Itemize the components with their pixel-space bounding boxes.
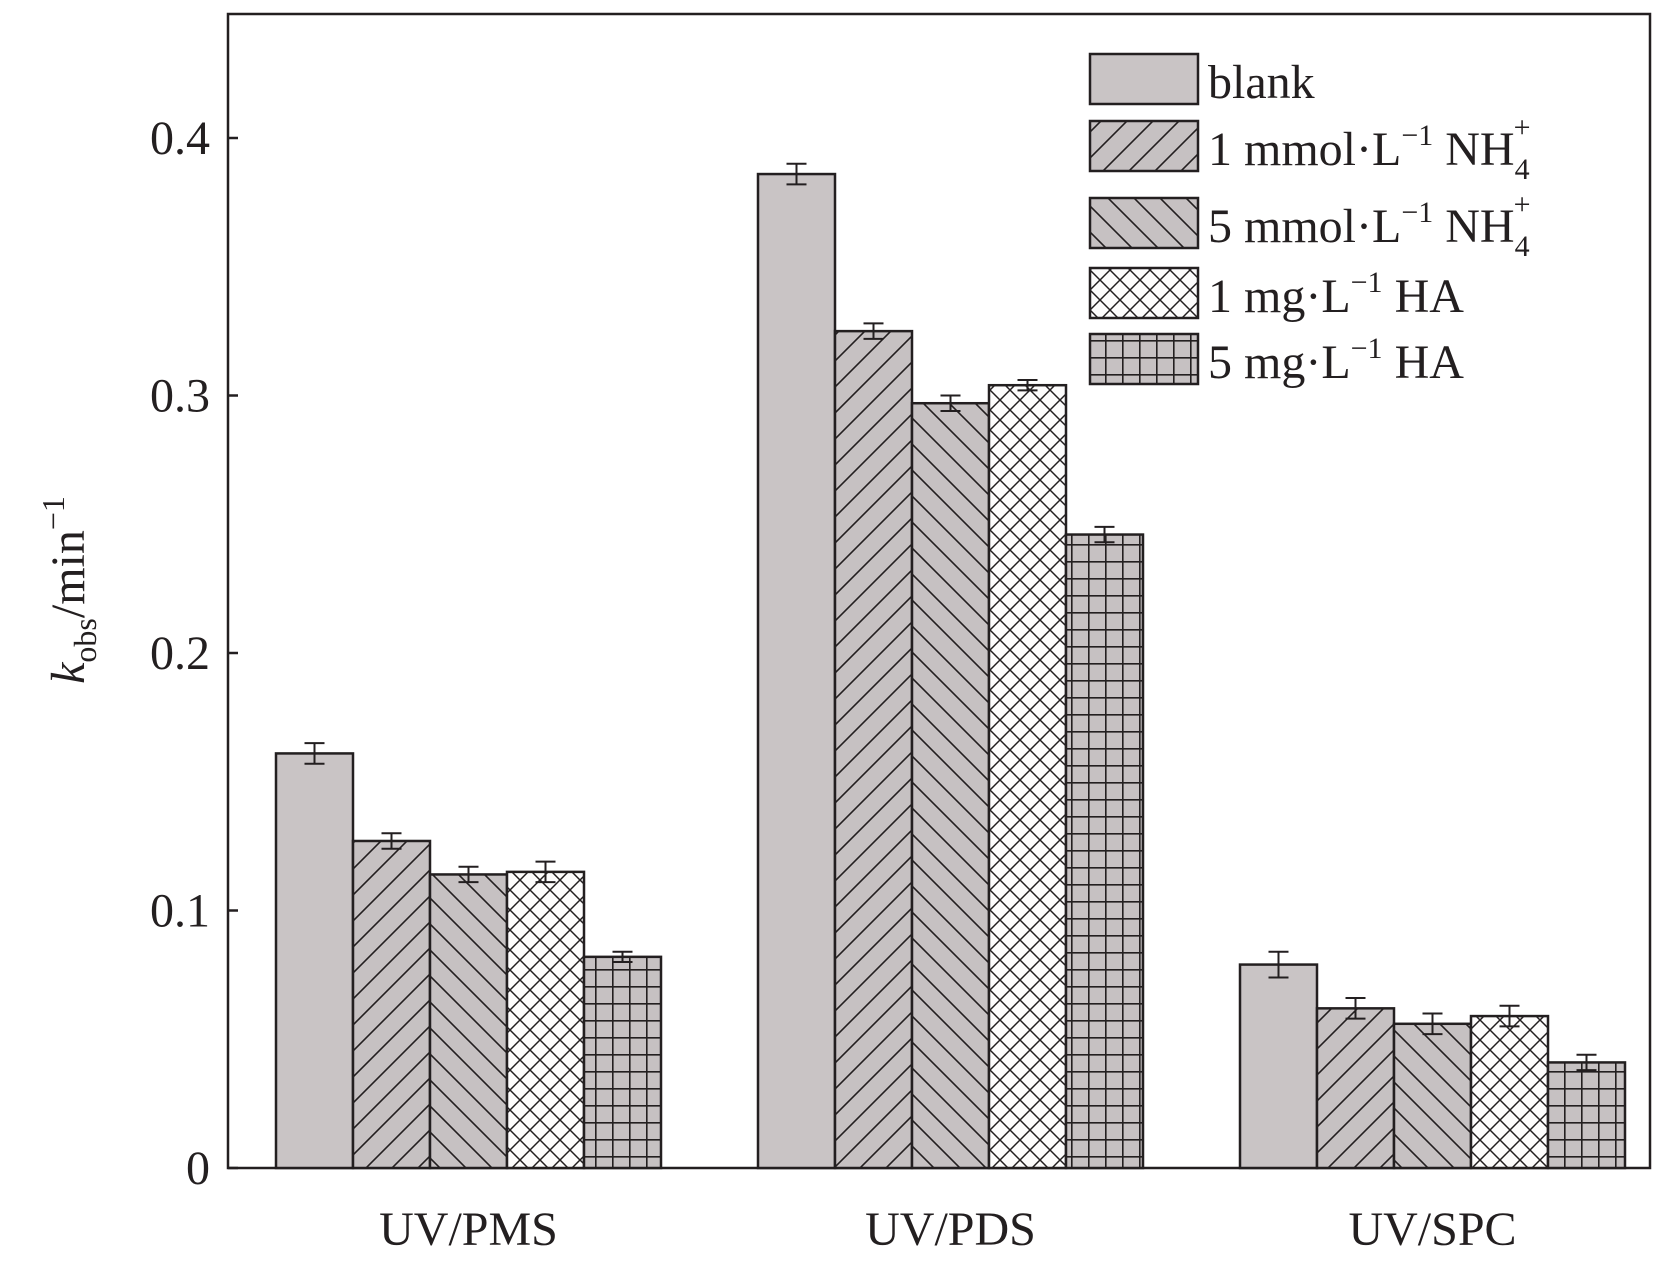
y-axis-title-superscript: −1: [35, 496, 71, 530]
bar-2-1: [910, 401, 991, 1170]
legend-label-1: 1 mmol·L−1 NH4+: [1208, 111, 1530, 186]
legend-item-0: blank: [1088, 52, 1315, 109]
x-axis: UV/PMS UV/PDS UV/SPC: [379, 1203, 1516, 1256]
y-axis-title-unit: /min: [42, 530, 95, 618]
legend-label-2: 5 mmol·L−1 NH4+: [1208, 188, 1530, 263]
error-bar-2-1: [940, 394, 961, 412]
legend-swatch-0: [1088, 52, 1200, 106]
legend-swatch-2: [1088, 196, 1200, 250]
legend-label-4: 5 mg·L−1 HA: [1208, 332, 1464, 389]
bar-3-2: [1469, 1014, 1550, 1170]
error-bar-3-1: [1017, 379, 1038, 392]
error-bar-4-0: [612, 950, 633, 963]
bar-3-0: [505, 870, 586, 1170]
error-bar-1-1: [863, 322, 884, 340]
bar-0-1: [756, 172, 837, 1170]
y-axis-title-subscript: obs: [67, 618, 103, 662]
error-bar-3-0: [535, 860, 556, 884]
bar-4-0: [582, 955, 663, 1170]
legend-item-4: 5 mg·L−1 HA: [1088, 332, 1464, 389]
y-axis-title: kobs/min−1: [35, 496, 103, 684]
error-bar-1-0: [381, 832, 402, 850]
error-bar-0-0: [304, 742, 325, 765]
bar-2-0: [428, 873, 509, 1170]
legend-swatch-3: [1088, 266, 1200, 320]
y-tick-label-1: 0.1: [150, 885, 210, 938]
x-category-label-0: UV/PMS: [379, 1203, 558, 1256]
error-bar-0-2: [1268, 950, 1289, 979]
bar-1-2: [1315, 1007, 1396, 1170]
bar-2-2: [1392, 1022, 1473, 1170]
legend-item-3: 1 mg·L−1 HA: [1088, 266, 1464, 323]
legend-swatch-1: [1088, 119, 1200, 173]
legend-swatch-4: [1088, 332, 1200, 386]
bars-group: [274, 162, 1627, 1170]
error-bar-3-2: [1499, 1004, 1520, 1028]
error-bar-4-1: [1094, 525, 1115, 544]
legend-label-0: blank: [1208, 56, 1315, 109]
error-bar-4-2: [1576, 1053, 1597, 1072]
y-tick-label-2: 0.2: [150, 627, 210, 680]
svg-text:kobs/min−1: kobs/min−1: [35, 496, 103, 684]
y-tick-label-4: 0.4: [150, 112, 210, 165]
error-bar-0-1: [786, 162, 807, 186]
x-category-label-2: UV/SPC: [1348, 1203, 1516, 1256]
x-category-label-1: UV/PDS: [865, 1203, 1036, 1256]
bar-0-0: [274, 752, 355, 1170]
error-bar-2-2: [1422, 1012, 1443, 1036]
legend-item-2: 5 mmol·L−1 NH4+: [1088, 188, 1530, 263]
bar-1-0: [351, 839, 432, 1170]
error-bar-2-0: [458, 865, 479, 884]
legend-item-1: 1 mmol·L−1 NH4+: [1088, 111, 1530, 186]
bar-4-1: [1064, 533, 1145, 1170]
y-axis-title-symbol: k: [42, 661, 95, 684]
bar-3-1: [987, 383, 1068, 1170]
y-axis: 0 0.1 0.2 0.3 0.4: [150, 112, 238, 1195]
bar-4-2: [1546, 1061, 1627, 1170]
y-tick-label-3: 0.3: [150, 370, 210, 423]
y-tick-label-0: 0: [186, 1142, 210, 1195]
legend-label-3: 1 mg·L−1 HA: [1208, 266, 1464, 323]
bar-1-1: [833, 329, 914, 1170]
error-bar-1-2: [1345, 997, 1366, 1020]
bar-0-2: [1238, 963, 1319, 1170]
